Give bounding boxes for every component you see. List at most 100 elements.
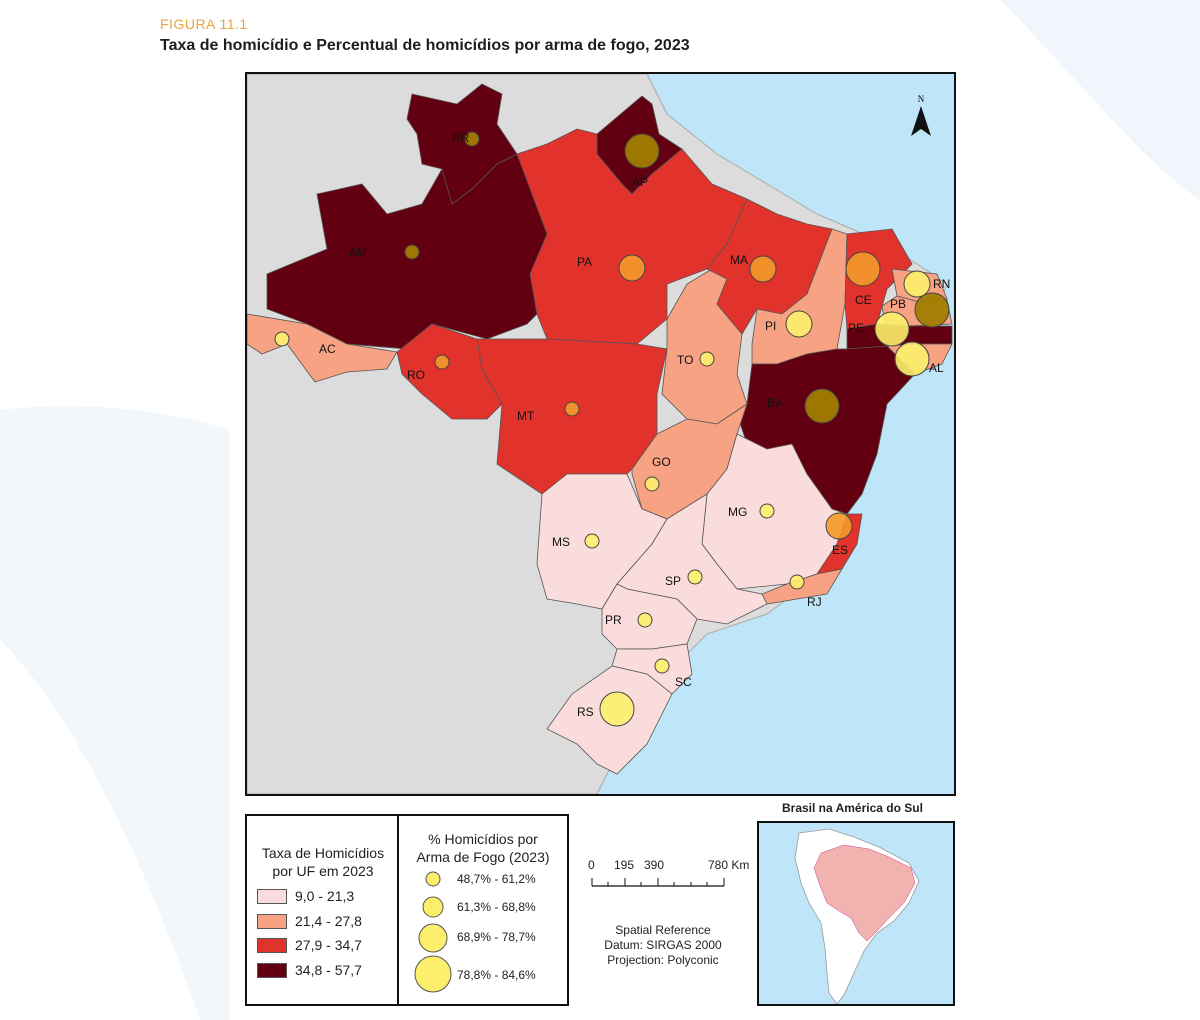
north-arrow-icon: N bbox=[911, 94, 931, 136]
state-label-PE: PE bbox=[848, 321, 864, 335]
spatial-reference: Spatial Reference Datum: SIRGAS 2000 Pro… bbox=[594, 923, 732, 968]
legend-rate-label-2: 21,4 - 27,8 bbox=[295, 913, 362, 929]
firearm-bubbles bbox=[274, 131, 950, 727]
state-label-MT: MT bbox=[517, 409, 535, 423]
firearm-bubble-RN bbox=[903, 270, 931, 298]
legend-firearm-label-4: 78,8% - 84,6% bbox=[457, 968, 536, 982]
firearm-bubble-MT bbox=[564, 401, 580, 417]
legend-rate-label-4: 34,8 - 57,7 bbox=[295, 962, 362, 978]
legend-firearm-title-line2: Arma de Fogo (2023) bbox=[416, 849, 550, 865]
firearm-bubble-PI bbox=[785, 310, 813, 338]
legend-rate-label-3: 27,9 - 34,7 bbox=[295, 937, 362, 953]
state-RR[interactable] bbox=[406, 83, 518, 205]
legend-homicide-rate: Taxa de Homicídios por UF em 2023 9,0 - … bbox=[245, 814, 399, 1006]
figure-label: FIGURA 11.1 bbox=[160, 16, 248, 32]
scale-bar-ruler bbox=[591, 878, 725, 887]
legend-rate-class-4: 34,8 - 57,7 bbox=[257, 962, 362, 978]
legend-firearm-percent: % Homicídios por Arma de Fogo (2023) 48,… bbox=[397, 814, 569, 1006]
state-label-PA: PA bbox=[577, 255, 592, 269]
spatial-reference-projection: Projection: Polyconic bbox=[607, 953, 719, 967]
legend-rate-label-1: 9,0 - 21,3 bbox=[295, 888, 355, 904]
legend-firearm-label-1: 48,7% - 61,2% bbox=[457, 872, 536, 886]
firearm-bubble-PA bbox=[618, 254, 646, 282]
legend-rate-title-line1: Taxa de Homicídios bbox=[261, 845, 385, 861]
swatch-class-4 bbox=[257, 962, 287, 978]
legend-firearm-class-2: 61,3% - 68,8% bbox=[407, 890, 557, 920]
firearm-bubble-RS bbox=[599, 691, 635, 727]
firearm-bubble-ES bbox=[825, 512, 853, 540]
legend-rate-class-3: 27,9 - 34,7 bbox=[257, 937, 362, 953]
state-label-SC: SC bbox=[675, 675, 692, 689]
state-label-AM: AM bbox=[349, 245, 367, 259]
inset-title: Brasil na América do Sul bbox=[782, 801, 923, 815]
firearm-bubble-TO bbox=[699, 351, 715, 367]
state-label-BA: BA bbox=[767, 396, 783, 410]
swatch-class-1 bbox=[257, 888, 287, 904]
legend-firearm-class-4: 78,8% - 84,6% bbox=[407, 954, 557, 993]
state-label-AP: AP bbox=[632, 175, 648, 189]
north-label: N bbox=[918, 94, 925, 104]
inset-map-south-america bbox=[757, 821, 955, 1006]
legend-rate-title: Taxa de Homicídios por UF em 2023 bbox=[247, 844, 399, 880]
state-label-TO: TO bbox=[677, 353, 693, 367]
firearm-bubble-RO bbox=[434, 354, 450, 370]
firearm-bubble-PE bbox=[914, 292, 950, 328]
scale-tick-390: 390 bbox=[644, 858, 665, 872]
scale-tick-195: 195 bbox=[614, 858, 635, 872]
state-label-PI: PI bbox=[765, 319, 776, 333]
legend-firearm-class-3: 68,9% - 78,7% bbox=[407, 920, 557, 953]
firearm-bubble-RR bbox=[464, 131, 480, 147]
state-label-RO: RO bbox=[407, 368, 425, 382]
state-label-RN: RN bbox=[933, 277, 950, 291]
legend-firearm-title: % Homicídios por Arma de Fogo (2023) bbox=[399, 830, 567, 866]
state-label-RS: RS bbox=[577, 705, 594, 719]
legend-rate-class-2: 21,4 - 27,8 bbox=[257, 913, 362, 929]
firearm-bubble-MS bbox=[584, 533, 600, 549]
state-label-PR: PR bbox=[605, 613, 622, 627]
state-label-MS: MS bbox=[552, 535, 570, 549]
scale-tick-780: 780 Km bbox=[708, 858, 750, 872]
firearm-bubble-PR bbox=[637, 612, 653, 628]
state-label-SP: SP bbox=[665, 574, 681, 588]
brazil-shape bbox=[813, 844, 916, 942]
state-label-AL: AL bbox=[929, 361, 944, 375]
state-label-PB: PB bbox=[890, 297, 906, 311]
main-map: RR AP AM PA AC RO MT TO MA PI CE RN PB PE AL BA GO MG ES RJ… bbox=[245, 72, 956, 796]
firearm-bubble-AM bbox=[404, 244, 420, 260]
legend-firearm-title-line1: % Homicídios por bbox=[428, 831, 538, 847]
firearm-bubble-AL bbox=[894, 341, 930, 377]
scale-tick-0: 0 bbox=[588, 858, 595, 872]
state-label-RJ: RJ bbox=[807, 595, 822, 609]
firearm-bubble-BA bbox=[804, 388, 840, 424]
swatch-class-3 bbox=[257, 937, 287, 953]
spatial-reference-line1: Spatial Reference bbox=[615, 923, 711, 937]
swatch-class-2 bbox=[257, 913, 287, 929]
state-label-AC: AC bbox=[319, 342, 336, 356]
firearm-bubble-AC bbox=[274, 331, 290, 347]
legend-firearm-label-3: 68,9% - 78,7% bbox=[457, 930, 536, 944]
state-label-GO: GO bbox=[652, 455, 671, 469]
scale-bar: 0 195 390 780 Km bbox=[588, 858, 758, 898]
firearm-bubble-GO bbox=[644, 476, 660, 492]
state-RO[interactable] bbox=[396, 323, 503, 420]
legend-firearm-label-2: 61,3% - 68,8% bbox=[457, 900, 536, 914]
firearm-bubble-MA bbox=[749, 255, 777, 283]
legend-rate-title-line2: por UF em 2023 bbox=[272, 863, 374, 879]
legend-rate-class-1: 9,0 - 21,3 bbox=[257, 888, 354, 904]
firearm-bubble-SC bbox=[654, 658, 670, 674]
firearm-bubble-PB bbox=[874, 311, 910, 347]
spatial-reference-datum: Datum: SIRGAS 2000 bbox=[604, 938, 722, 952]
map-canvas: RR AP AM PA AC RO MT TO MA PI CE RN PB PE AL BA GO MG ES RJ… bbox=[247, 74, 953, 794]
state-AC[interactable] bbox=[247, 313, 398, 383]
legend-firearm-class-1: 48,7% - 61,2% bbox=[407, 866, 557, 896]
state-label-ES: ES bbox=[832, 543, 848, 557]
figure-title: Taxa de homicídio e Percentual de homicí… bbox=[160, 37, 690, 54]
firearm-bubble-MG bbox=[759, 503, 775, 519]
state-label-MG: MG bbox=[728, 505, 747, 519]
firearm-bubble-RJ bbox=[789, 574, 805, 590]
firearm-bubble-SP bbox=[687, 569, 703, 585]
firearm-bubble-CE bbox=[845, 251, 881, 287]
state-label-MA: MA bbox=[730, 253, 748, 267]
state-labels: RR AP AM PA AC RO MT TO MA PI CE RN PB PE AL BA GO MG ES RJ… bbox=[319, 131, 950, 719]
